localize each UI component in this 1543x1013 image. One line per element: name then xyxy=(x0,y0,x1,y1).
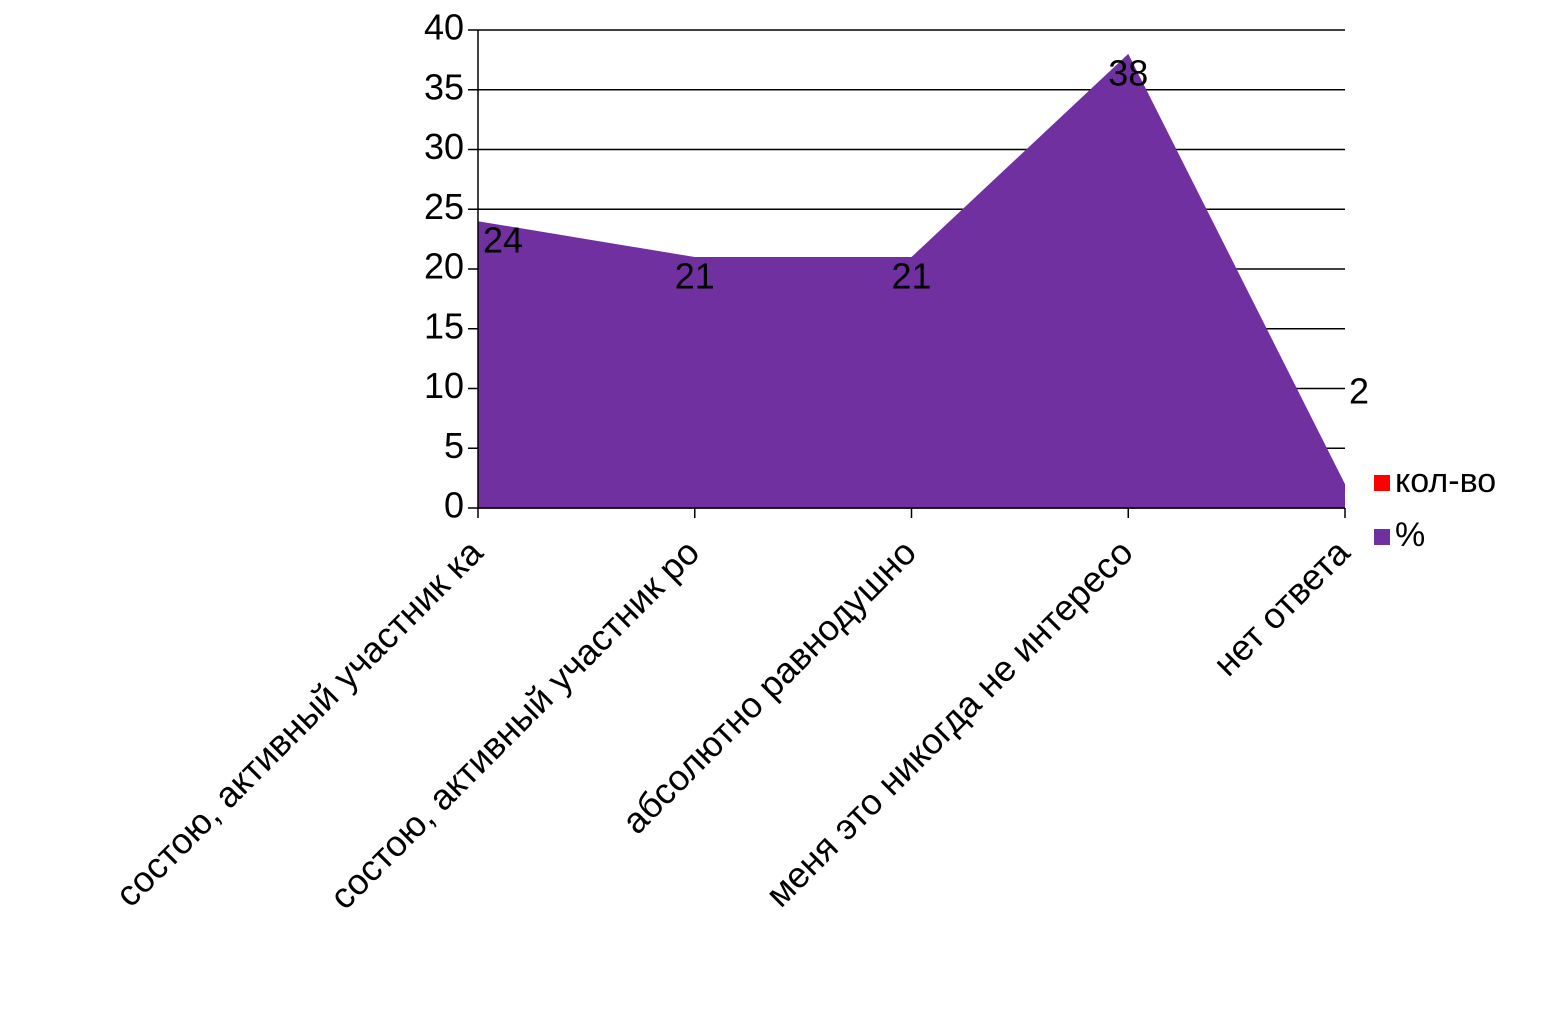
x-tick-label: нет ответа xyxy=(1205,531,1358,684)
y-tick-label: 0 xyxy=(444,485,464,526)
legend-label: кол-во xyxy=(1395,462,1496,500)
x-tick-label: состою, активный участник ка xyxy=(107,531,491,915)
y-tick-label: 5 xyxy=(444,425,464,466)
y-tick-label: 35 xyxy=(424,66,464,107)
data-label: 38 xyxy=(1108,52,1148,93)
data-label: 21 xyxy=(891,256,931,297)
y-tick-label: 10 xyxy=(424,365,464,406)
y-tick-label: 25 xyxy=(424,186,464,227)
y-tick-label: 15 xyxy=(424,305,464,346)
area xyxy=(478,53,1345,509)
y-tick-label: 40 xyxy=(424,7,464,48)
legend-swatch xyxy=(1374,475,1390,491)
y-tick-label: 20 xyxy=(424,246,464,287)
x-tick-label: состою, активный участник ро xyxy=(322,531,708,917)
data-label: 24 xyxy=(483,220,523,261)
legend-swatch xyxy=(1374,529,1390,545)
data-label: 21 xyxy=(675,256,715,297)
data-label: 2 xyxy=(1349,371,1369,412)
x-tick-label: меня это никогда не интересо xyxy=(757,531,1140,914)
y-tick-label: 30 xyxy=(424,126,464,167)
legend-label: % xyxy=(1395,516,1425,554)
